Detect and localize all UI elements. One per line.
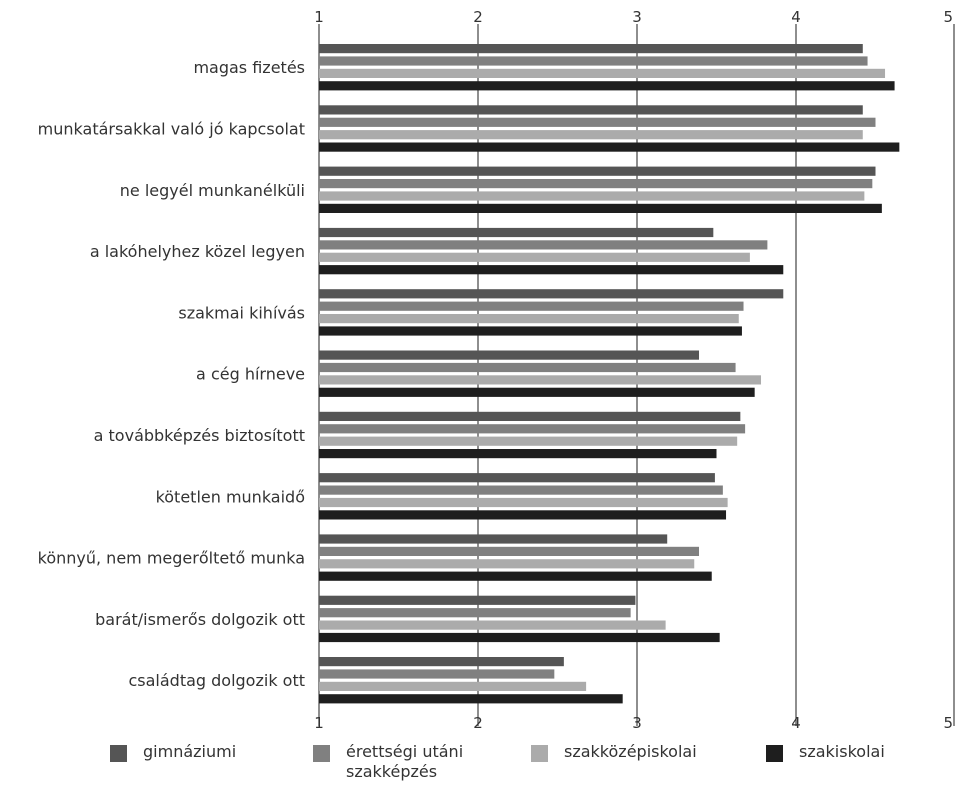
- category-label: a lakóhelyhez közel legyen: [90, 242, 305, 261]
- bar-3: [319, 252, 750, 262]
- x-tick-label-bottom: 5: [943, 714, 953, 732]
- bars: [319, 44, 900, 704]
- legend-item: szakközépiskolai: [531, 742, 741, 762]
- category-label: családtag dolgozik ott: [128, 671, 305, 690]
- bar-4: [319, 326, 742, 336]
- bar-1: [319, 595, 636, 605]
- bar-3: [319, 191, 865, 201]
- bar-2: [319, 546, 700, 556]
- legend-item: szakiskolai: [766, 742, 951, 762]
- x-axis-ticks: 1 1 2 2 3 3 4 4 5 5: [314, 8, 953, 732]
- bar-4: [319, 449, 717, 459]
- legend-swatch: [766, 745, 783, 762]
- bar-4: [319, 632, 720, 643]
- bar-1: [319, 227, 714, 238]
- bar-4: [319, 81, 895, 91]
- bar-3: [319, 559, 695, 569]
- legend: gimnáziumi érettségi utáni szakképzés szak…: [0, 742, 955, 790]
- bar-1: [319, 411, 741, 421]
- bar-1: [319, 289, 784, 299]
- bar-2: [319, 485, 723, 495]
- bar-1: [319, 350, 700, 360]
- bar-1: [319, 473, 715, 483]
- bar-3: [319, 681, 587, 691]
- category-label: a cég hírneve: [196, 365, 305, 384]
- category-label: munkatársakkal való jó kapcsolat: [38, 120, 305, 139]
- legend-label: szakiskolai: [799, 742, 885, 761]
- legend-item: érettségi utáni szakképzés: [313, 742, 513, 782]
- bar-3: [319, 314, 739, 324]
- bar-2: [319, 240, 768, 250]
- bar-4: [319, 203, 882, 213]
- bar-2: [319, 362, 736, 373]
- bar-chart: 1 1 2 2 3 3 4 4 5 5 magas fizetés munkatársakkal v…: [38, 8, 955, 732]
- bar-3: [319, 436, 738, 446]
- bar-2: [319, 179, 873, 189]
- legend-swatch: [531, 745, 548, 762]
- bar-1: [319, 105, 863, 115]
- x-tick-label-top: 2: [473, 8, 483, 26]
- x-tick-label-top: 1: [314, 8, 324, 26]
- legend-label: szakközépiskolai: [564, 742, 697, 761]
- bar-4: [319, 142, 900, 152]
- x-tick-label-top: 4: [791, 8, 801, 26]
- bar-1: [319, 534, 668, 544]
- bar-4: [319, 694, 623, 704]
- bar-2: [319, 56, 868, 66]
- legend-swatch: [313, 745, 330, 762]
- bar-4: [319, 265, 784, 275]
- category-label: szakmai kihívás: [178, 303, 305, 322]
- bar-4: [319, 387, 755, 397]
- bar-2: [319, 424, 746, 434]
- legend-label: gimnáziumi: [143, 742, 237, 761]
- bar-4: [319, 510, 727, 520]
- legend-item: gimnáziumi: [110, 742, 280, 762]
- category-label: magas fizetés: [193, 58, 305, 77]
- bar-2: [319, 669, 555, 679]
- x-tick-label-bottom: 1: [314, 714, 324, 732]
- bar-3: [319, 130, 863, 140]
- bar-2: [319, 117, 876, 127]
- category-label: könnyű, nem megerőltető munka: [38, 549, 305, 568]
- bar-1: [319, 657, 564, 667]
- bar-2: [319, 608, 631, 618]
- category-label: kötetlen munkaidő: [156, 487, 305, 506]
- x-tick-label-bottom: 2: [473, 714, 483, 732]
- bar-3: [319, 375, 762, 385]
- legend-label: érettségi utáni szakképzés: [346, 742, 464, 781]
- bar-3: [319, 497, 728, 508]
- category-labels: magas fizetés munkatársakkal való jó kapc…: [38, 58, 305, 690]
- bar-4: [319, 571, 712, 581]
- bar-1: [319, 166, 876, 176]
- category-label: barát/ismerős dolgozik ott: [95, 610, 305, 629]
- x-tick-label-bottom: 4: [791, 714, 801, 732]
- bar-2: [319, 301, 744, 311]
- bar-3: [319, 68, 886, 78]
- bar-3: [319, 620, 666, 630]
- x-tick-label-top: 5: [943, 8, 953, 26]
- bar-1: [319, 44, 863, 54]
- x-tick-label-bottom: 3: [632, 714, 642, 732]
- legend-swatch: [110, 745, 127, 762]
- category-label: a továbbképzés biztosított: [94, 426, 305, 445]
- x-tick-label-top: 3: [632, 8, 642, 26]
- category-label: ne legyél munkanélküli: [120, 181, 305, 200]
